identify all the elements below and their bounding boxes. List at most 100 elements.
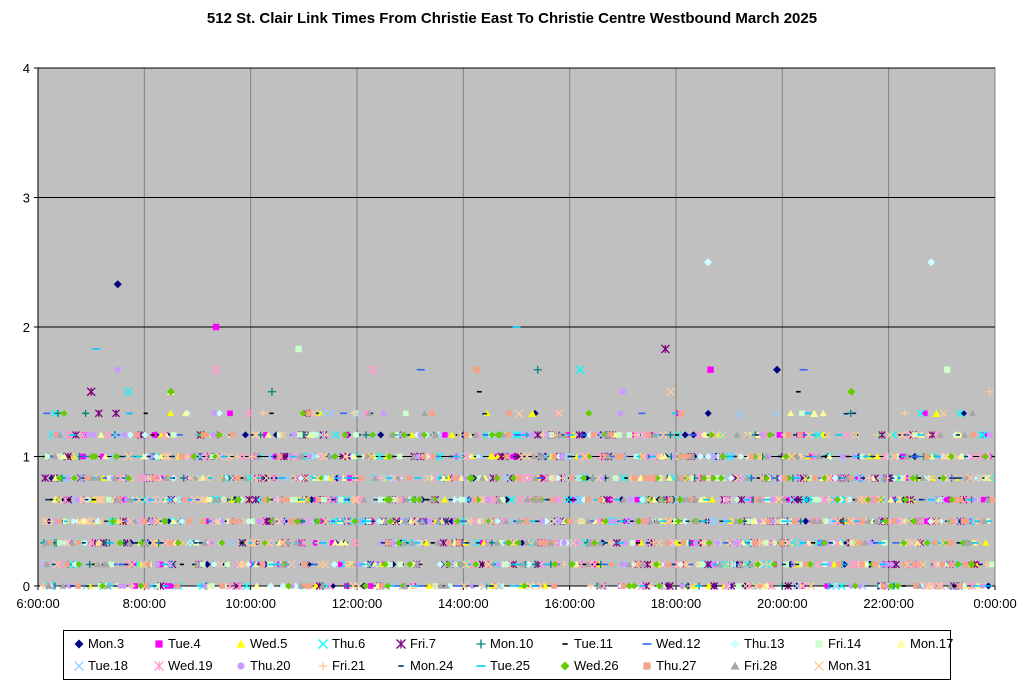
marker-wed-19 bbox=[232, 560, 241, 569]
marker-tue-18 bbox=[365, 560, 374, 569]
marker-mon-31 bbox=[775, 495, 784, 504]
marker-thu-6 bbox=[917, 409, 925, 418]
marker-thu-6 bbox=[979, 430, 988, 439]
legend-symbol-thu-13 bbox=[730, 639, 740, 649]
marker-fri-14 bbox=[208, 583, 215, 589]
marker-thu-27 bbox=[631, 475, 638, 481]
marker-mon-31 bbox=[302, 474, 310, 483]
marker-mon-10 bbox=[82, 409, 90, 417]
marker-fri-14 bbox=[626, 432, 633, 438]
marker-thu-27 bbox=[284, 496, 290, 503]
marker-mon-31 bbox=[550, 474, 559, 483]
marker-wed-26 bbox=[384, 582, 392, 590]
marker-wed-19 bbox=[471, 517, 480, 526]
marker-fri-28 bbox=[984, 496, 992, 503]
x-tick-label: 0:00:00 bbox=[973, 596, 1016, 611]
marker-wed-26 bbox=[719, 453, 727, 460]
marker-fri-14 bbox=[295, 345, 302, 353]
marker-tue-18 bbox=[282, 474, 291, 483]
marker-thu-27 bbox=[167, 540, 174, 546]
marker-thu-20 bbox=[539, 518, 546, 525]
marker-fri-28 bbox=[880, 474, 888, 481]
marker-mon-31 bbox=[885, 430, 894, 439]
marker-fri-7 bbox=[737, 495, 746, 504]
marker-fri-14 bbox=[353, 432, 360, 438]
marker-wed-19 bbox=[722, 582, 731, 590]
marker-tue-18 bbox=[832, 582, 841, 590]
marker-mon-31 bbox=[389, 474, 398, 483]
marker-fri-28 bbox=[780, 496, 788, 503]
legend-label: Wed.19 bbox=[168, 658, 213, 673]
marker-mon-3 bbox=[773, 365, 782, 374]
marker-fri-21 bbox=[128, 582, 136, 590]
marker-fri-28 bbox=[111, 474, 119, 481]
marker-thu-27 bbox=[301, 583, 307, 589]
marker-thu-27 bbox=[648, 475, 655, 481]
marker-tue-4 bbox=[169, 583, 176, 589]
marker-fri-28 bbox=[762, 453, 770, 460]
marker-mon-31 bbox=[784, 538, 793, 547]
marker-mon-3 bbox=[704, 409, 712, 417]
marker-fri-21 bbox=[650, 539, 658, 547]
marker-thu-27 bbox=[115, 496, 122, 503]
marker-mon-17 bbox=[205, 496, 213, 503]
x-tick-label: 16:00:00 bbox=[544, 596, 595, 611]
marker-wed-19 bbox=[325, 495, 334, 504]
marker-thu-20 bbox=[622, 540, 628, 546]
marker-thu-13 bbox=[475, 453, 483, 460]
marker-fri-21 bbox=[924, 431, 932, 439]
marker-fri-28 bbox=[515, 517, 523, 525]
marker-fri-28 bbox=[326, 453, 334, 460]
marker-mon-10 bbox=[362, 431, 370, 439]
marker-fri-28 bbox=[56, 431, 64, 438]
marker-mon-17 bbox=[825, 453, 833, 460]
marker-fri-7 bbox=[94, 409, 103, 418]
marker-mon-10 bbox=[532, 560, 540, 568]
marker-thu-20 bbox=[415, 453, 421, 460]
marker-thu-13 bbox=[330, 560, 338, 568]
marker-mon-31 bbox=[659, 430, 668, 439]
marker-mon-31 bbox=[250, 474, 259, 483]
marker-tue-18 bbox=[573, 495, 582, 504]
marker-wed-19 bbox=[968, 582, 976, 590]
marker-mon-31 bbox=[462, 560, 471, 569]
legend-marker bbox=[642, 643, 652, 645]
marker-mon-31 bbox=[97, 495, 106, 504]
marker-thu-27 bbox=[918, 561, 925, 568]
marker-fri-21 bbox=[239, 517, 247, 525]
marker-thu-27 bbox=[609, 561, 615, 568]
marker-mon-31 bbox=[976, 474, 985, 483]
marker-mon-17 bbox=[350, 453, 358, 460]
marker-mon-31 bbox=[669, 538, 678, 547]
marker-wed-19 bbox=[211, 365, 221, 375]
marker-fri-21 bbox=[212, 517, 220, 525]
marker-wed-26 bbox=[652, 560, 660, 568]
marker-fri-28 bbox=[584, 560, 592, 568]
marker-thu-27 bbox=[151, 475, 157, 481]
marker-thu-27 bbox=[385, 540, 392, 546]
marker-fri-28 bbox=[519, 560, 527, 568]
marker-fri-28 bbox=[45, 582, 53, 589]
marker-thu-20 bbox=[426, 518, 433, 525]
marker-tue-18 bbox=[551, 517, 560, 526]
marker-wed-26 bbox=[820, 539, 828, 547]
marker-fri-14 bbox=[629, 540, 636, 546]
marker-mon-31 bbox=[351, 495, 360, 504]
legend-symbol-fri-14 bbox=[815, 640, 823, 648]
marker-mon-31 bbox=[941, 452, 950, 461]
marker-wed-26 bbox=[655, 582, 663, 590]
marker-thu-27 bbox=[911, 561, 918, 568]
legend-marker bbox=[398, 665, 404, 667]
marker-wed-26 bbox=[882, 517, 890, 525]
marker-thu-20 bbox=[529, 432, 535, 438]
marker-wed-19 bbox=[850, 560, 858, 569]
marker-thu-27 bbox=[179, 453, 185, 460]
legend-symbol-fri-28 bbox=[730, 661, 740, 670]
marker-mon-31 bbox=[291, 474, 300, 483]
marker-mon-31 bbox=[424, 474, 433, 483]
marker-thu-20 bbox=[619, 388, 627, 395]
marker-thu-27 bbox=[678, 453, 684, 460]
marker-wed-26 bbox=[520, 582, 528, 590]
marker-thu-27 bbox=[970, 432, 976, 438]
marker-fri-28 bbox=[523, 496, 531, 503]
